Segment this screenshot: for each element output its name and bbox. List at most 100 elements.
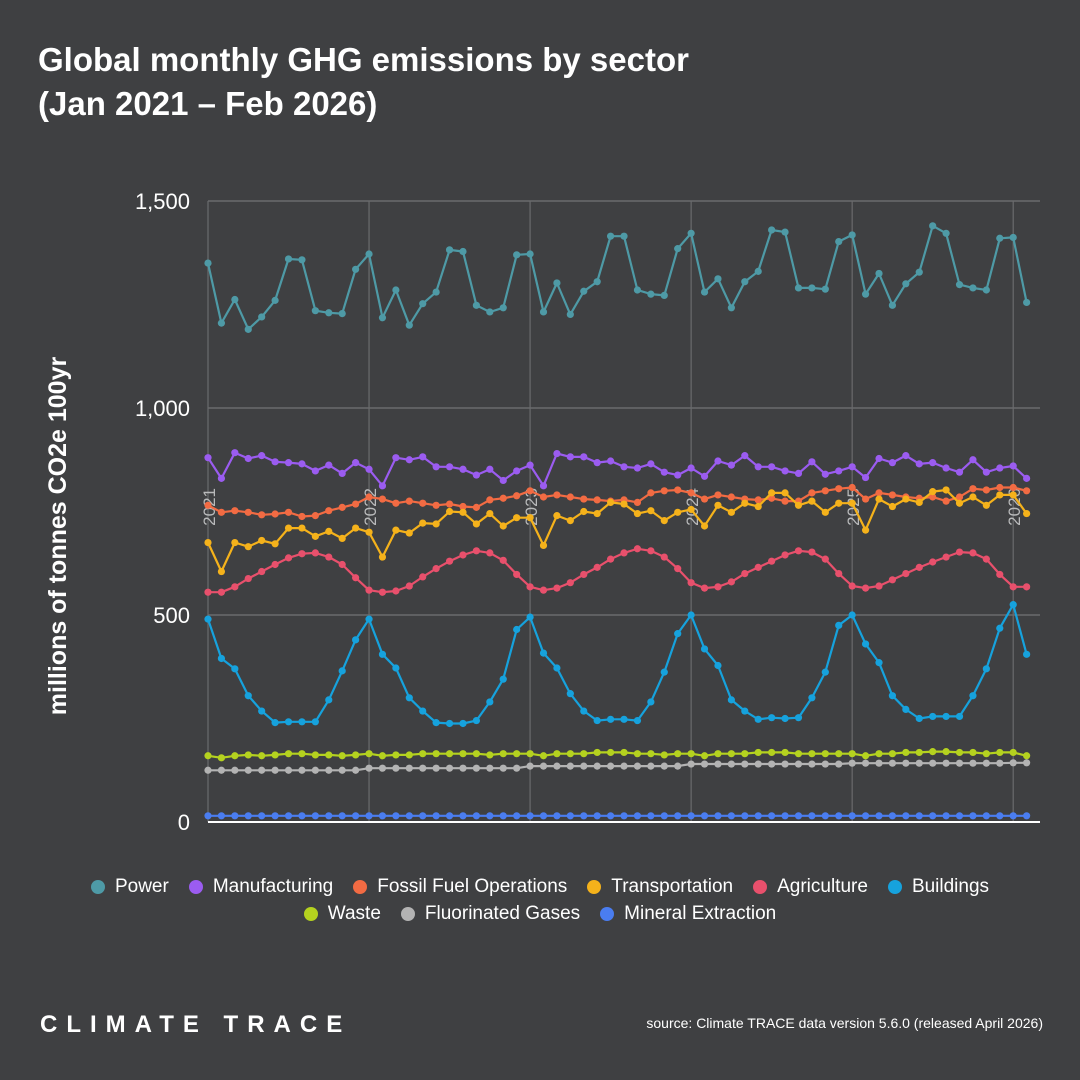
data-point <box>982 759 990 767</box>
data-point <box>861 759 870 767</box>
data-point <box>700 645 709 653</box>
data-point <box>607 748 615 757</box>
data-point <box>258 766 266 774</box>
grid-layer <box>207 200 1040 822</box>
legend-item-mineral-extraction: Mineral Extraction <box>600 903 776 925</box>
data-point <box>204 766 212 774</box>
data-point <box>539 649 548 657</box>
data-point <box>298 812 306 820</box>
legend-item-agriculture: Agriculture <box>753 876 868 898</box>
data-point <box>794 812 803 820</box>
data-point <box>902 748 910 757</box>
data-point <box>445 246 454 254</box>
data-point <box>660 517 668 525</box>
data-point <box>513 764 521 772</box>
data-point <box>365 465 373 473</box>
data-point <box>700 584 709 592</box>
data-point <box>580 570 588 579</box>
data-point <box>513 570 521 579</box>
data-point <box>674 508 682 516</box>
data-point <box>365 750 373 758</box>
data-point <box>378 764 387 772</box>
data-point <box>674 486 682 494</box>
year-marker-label: 2022 <box>361 488 380 526</box>
data-point <box>633 750 642 758</box>
data-point <box>472 301 480 309</box>
data-point <box>1023 650 1031 658</box>
data-point <box>754 267 762 275</box>
data-point <box>821 668 829 676</box>
series-agriculture <box>204 545 1031 596</box>
series-power <box>204 222 1031 333</box>
data-point <box>553 584 561 592</box>
data-point <box>821 750 829 758</box>
data-point <box>808 284 816 292</box>
data-point <box>352 524 360 532</box>
data-point <box>459 764 467 772</box>
data-point <box>660 751 668 759</box>
data-point <box>472 520 480 528</box>
data-point <box>499 494 507 502</box>
data-point <box>1009 601 1017 609</box>
data-point <box>459 551 467 559</box>
data-point <box>620 715 628 723</box>
data-point <box>660 668 668 676</box>
data-point <box>459 465 467 473</box>
data-point <box>526 613 534 621</box>
data-point <box>445 507 454 516</box>
legend-item-power: Power <box>90 876 169 898</box>
data-point <box>607 457 615 465</box>
data-point <box>284 508 293 516</box>
data-point <box>365 250 373 258</box>
data-point <box>284 766 293 774</box>
data-point <box>352 574 360 582</box>
data-point <box>325 812 333 820</box>
data-point <box>781 714 789 723</box>
data-point <box>781 467 789 475</box>
data-point <box>419 750 427 758</box>
data-point <box>204 588 212 596</box>
data-point <box>835 750 843 758</box>
data-point <box>794 547 803 555</box>
data-point <box>633 762 642 770</box>
data-point <box>499 522 507 530</box>
data-point <box>714 760 722 768</box>
data-point <box>244 692 252 700</box>
data-point <box>459 719 467 728</box>
year-marker-label: 2026 <box>1005 488 1024 526</box>
data-point <box>593 748 601 757</box>
data-point <box>942 464 950 472</box>
data-point <box>674 245 682 253</box>
data-point <box>284 255 293 263</box>
data-point <box>445 719 454 728</box>
data-point <box>687 579 695 587</box>
data-point <box>392 812 400 820</box>
data-point <box>486 764 494 772</box>
data-point <box>996 570 1004 579</box>
data-point <box>700 812 709 820</box>
data-point <box>526 514 534 522</box>
data-point <box>244 751 252 759</box>
data-point <box>861 752 870 760</box>
data-point <box>553 750 561 758</box>
data-point <box>821 555 829 563</box>
data-point <box>217 508 226 516</box>
data-point <box>647 547 655 555</box>
data-point <box>660 291 668 299</box>
data-point <box>1009 491 1017 499</box>
data-point <box>217 319 226 327</box>
data-point <box>915 563 923 571</box>
data-point <box>768 463 776 471</box>
data-point <box>338 503 346 511</box>
data-point <box>955 812 964 820</box>
chart-title-line-1: Global monthly GHG emissions by sector <box>38 41 689 78</box>
data-point <box>1009 812 1017 820</box>
legend-swatch-icon <box>600 907 615 921</box>
data-point <box>499 476 507 485</box>
data-point <box>808 489 816 497</box>
data-point <box>714 661 722 670</box>
data-point <box>526 812 534 820</box>
axis-layer: 0 500 1,000 1,500 <box>135 189 1040 835</box>
data-point <box>982 812 990 820</box>
data-point <box>392 751 400 759</box>
